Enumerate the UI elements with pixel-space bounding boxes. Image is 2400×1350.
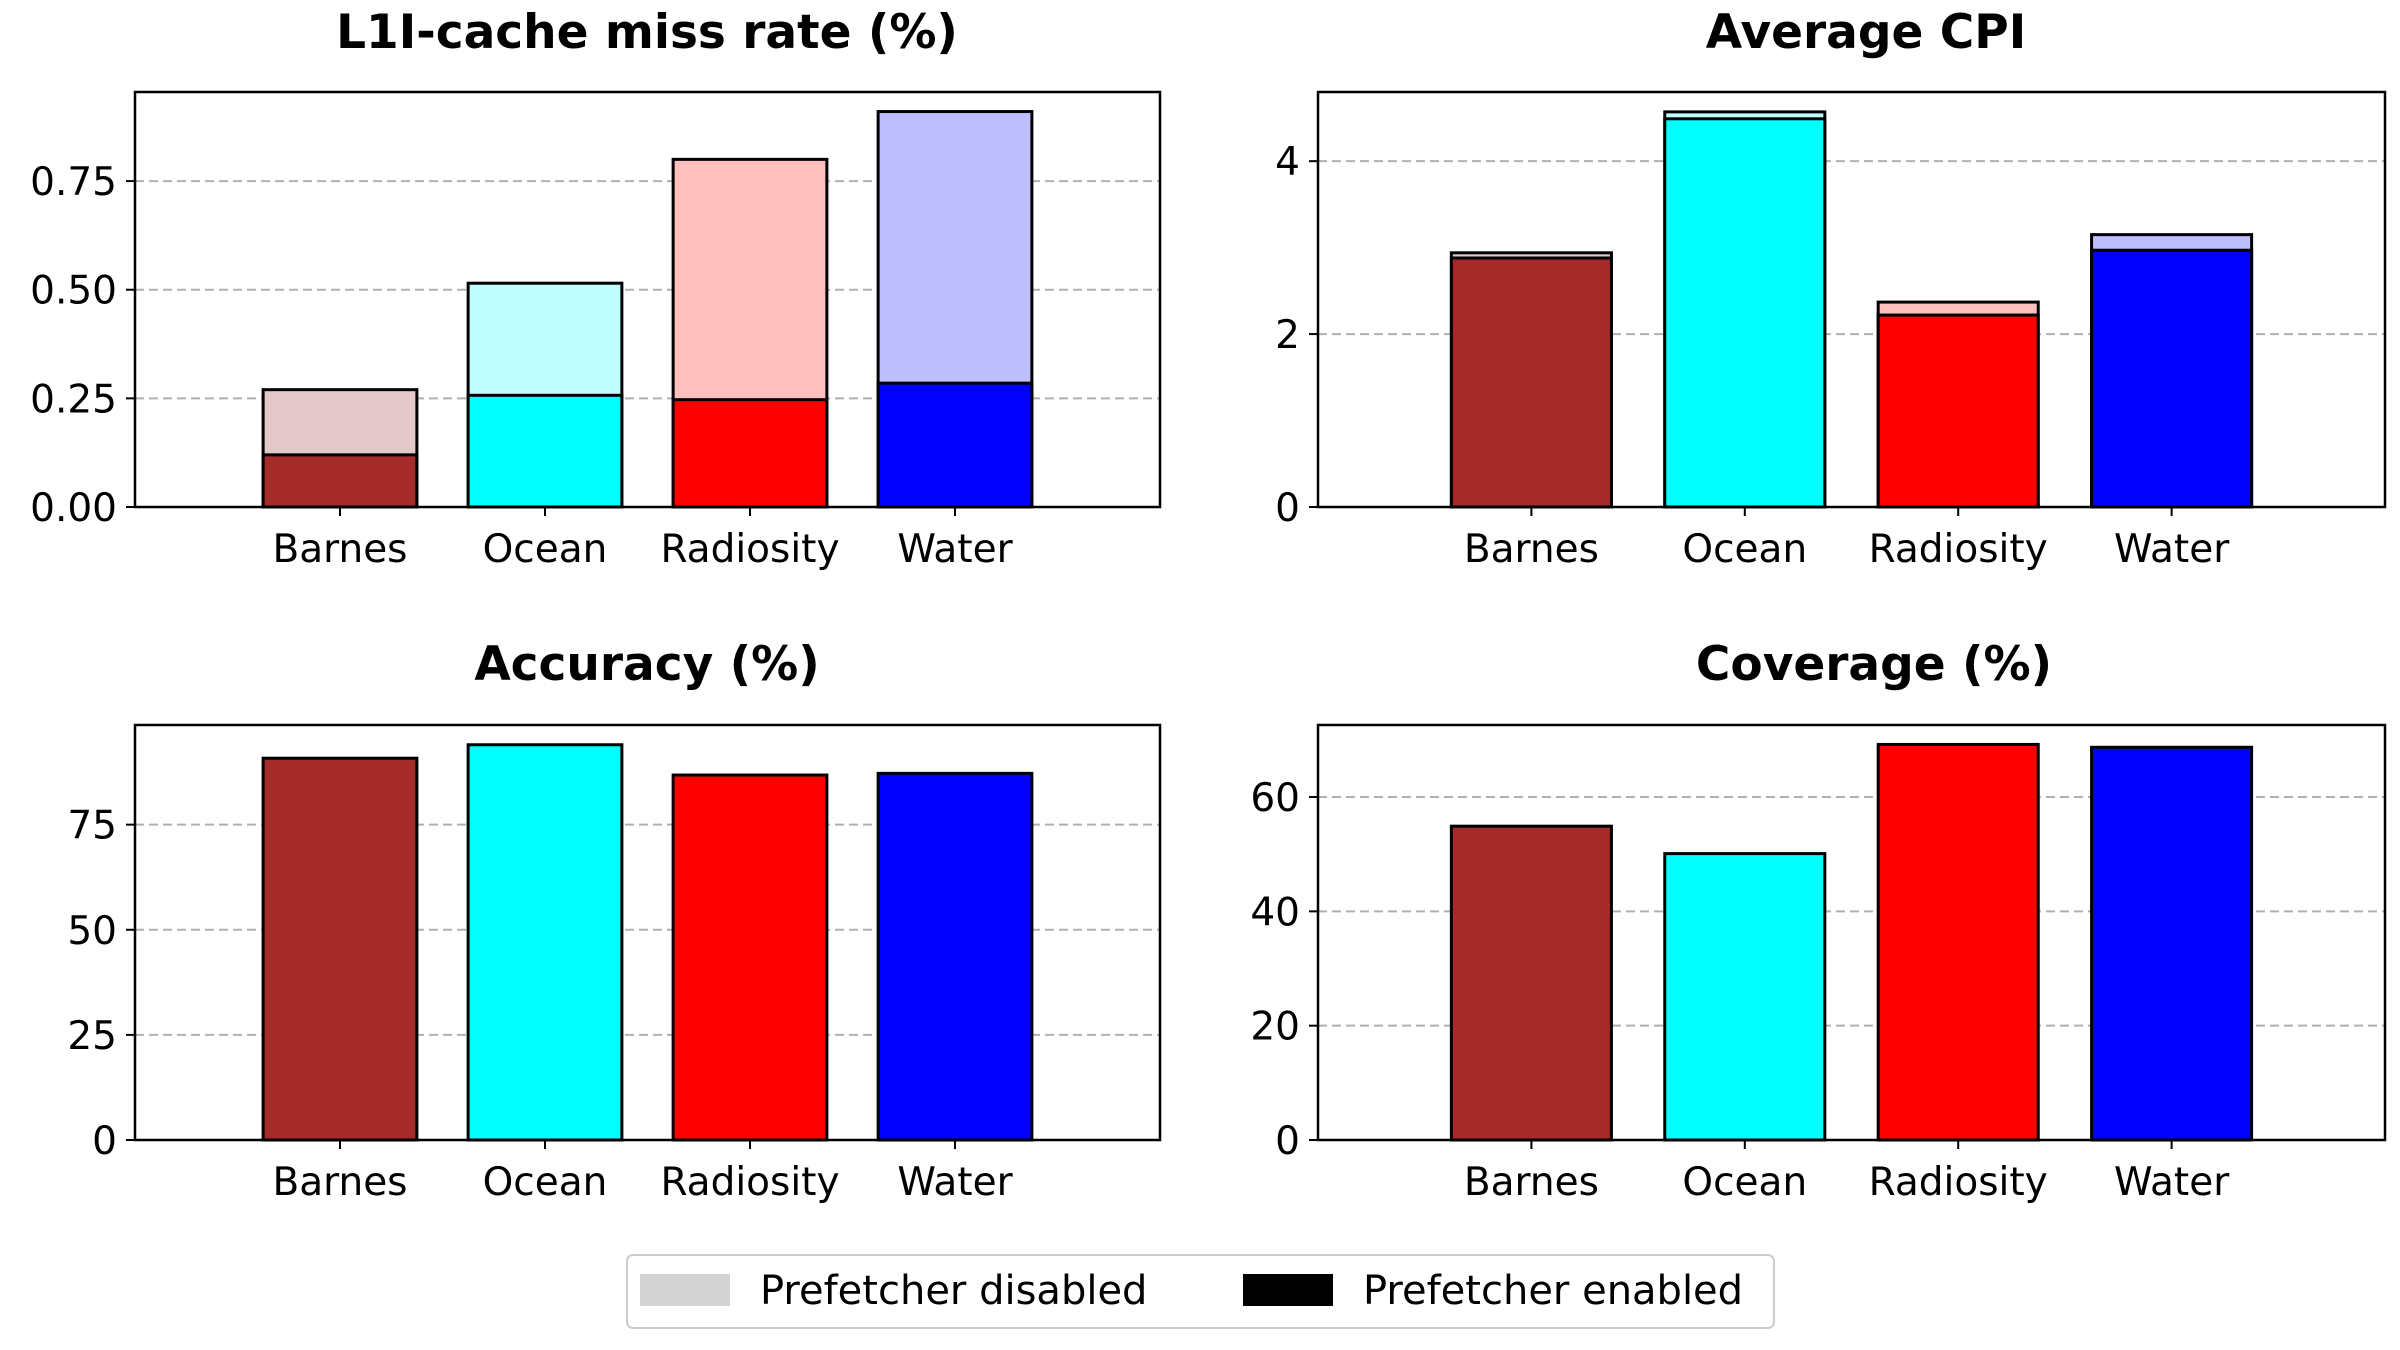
x-tick-label: Water xyxy=(897,527,1013,572)
x-tick-label: Ocean xyxy=(1682,527,1807,572)
y-tick-label: 25 xyxy=(67,1014,117,1059)
bar-enabled-radiosity xyxy=(1876,742,2040,1142)
plot-area: Barnes Ocean Radiosity Water 0 25 50 75 xyxy=(67,723,1162,1205)
y-tick-label: 0.50 xyxy=(30,269,117,314)
x-tick-label: Ocean xyxy=(483,527,608,572)
panel-title: Coverage (%) xyxy=(1696,637,2052,692)
bar-enabled-barnes xyxy=(261,756,419,1142)
y-tick-label: 0 xyxy=(1275,486,1300,531)
y-tick-label: 50 xyxy=(67,909,117,954)
legend-swatch-enabled xyxy=(1243,1274,1333,1306)
y-tick-label: 75 xyxy=(67,804,117,849)
y-tick-label: 0 xyxy=(92,1119,117,1164)
x-tick-label: Water xyxy=(2114,527,2230,572)
axes-frame xyxy=(1316,723,2387,1142)
y-tick-label: 60 xyxy=(1250,776,1300,821)
y-tick-label: 0.00 xyxy=(30,486,117,531)
axes-frame xyxy=(133,723,1162,1142)
bar-enabled-radiosity xyxy=(1876,313,2040,509)
x-tick-label: Barnes xyxy=(272,527,407,572)
bar-enabled-ocean xyxy=(1663,852,1827,1142)
panel-average-cpi: Average CPI Barnes Ocean Radiosity Water 0 2 4 xyxy=(1275,5,2387,572)
y-tick-label: 40 xyxy=(1250,890,1300,935)
legend-swatch-disabled xyxy=(640,1274,730,1306)
panel-l1i-miss-rate: L1I-cache miss rate (%) Barnes Ocean Radio… xyxy=(30,5,1162,572)
y-tick-label: 0.25 xyxy=(30,377,117,422)
y-tick-label: 0.75 xyxy=(30,160,117,205)
y-tick-label: 0 xyxy=(1275,1119,1300,1164)
axes-frame xyxy=(1316,90,2387,509)
panel-title: Accuracy (%) xyxy=(474,637,819,692)
legend: Prefetcher disabled Prefetcher enabled xyxy=(626,1254,1775,1329)
x-tick-label: Ocean xyxy=(483,1160,608,1205)
x-tick-label: Water xyxy=(897,1160,1013,1205)
bar-enabled-water xyxy=(876,381,1034,509)
x-tick-label: Water xyxy=(2114,1160,2230,1205)
bar-enabled-ocean xyxy=(466,743,624,1142)
y-tick-label: 4 xyxy=(1275,140,1300,185)
x-tick-label: Radiosity xyxy=(1869,527,2048,572)
x-tick-label: Radiosity xyxy=(660,1160,839,1205)
panel-title: Average CPI xyxy=(1706,5,2026,60)
bar-enabled-barnes xyxy=(1449,256,1613,509)
axes-frame xyxy=(133,90,1162,509)
legend-frame xyxy=(626,1254,1775,1329)
panel-accuracy: Accuracy (%) Barnes Ocean Radiosity Water 0 2… xyxy=(67,637,1162,1205)
x-tick-label: Radiosity xyxy=(1869,1160,2048,1205)
bar-enabled-ocean xyxy=(1663,117,1827,509)
legend-label-disabled: Prefetcher disabled xyxy=(760,1268,1147,1314)
x-tick-label: Barnes xyxy=(272,1160,407,1205)
bar-enabled-barnes xyxy=(261,453,419,509)
plot-area: Barnes Ocean Radiosity Water 0 2 4 xyxy=(1275,90,2387,572)
legend-label-enabled: Prefetcher enabled xyxy=(1363,1268,1743,1314)
x-tick-label: Ocean xyxy=(1682,1160,1807,1205)
plot-area: Barnes Ocean Radiosity Water 0 20 40 60 xyxy=(1250,723,2387,1205)
y-tick-label: 20 xyxy=(1250,1005,1300,1050)
bar-enabled-barnes xyxy=(1449,824,1613,1142)
bar-enabled-water xyxy=(2090,745,2254,1142)
panel-coverage: Coverage (%) Barnes Ocean Radiosity Water 0 2… xyxy=(1250,637,2387,1205)
bar-enabled-radiosity xyxy=(671,773,829,1142)
bar-enabled-ocean xyxy=(466,393,624,509)
bar-enabled-water xyxy=(876,771,1034,1142)
plot-area: Barnes Ocean Radiosity Water 0.00 0.25 0.50 0.7… xyxy=(30,90,1162,572)
x-tick-label: Barnes xyxy=(1464,527,1599,572)
x-tick-label: Radiosity xyxy=(660,527,839,572)
x-tick-label: Barnes xyxy=(1464,1160,1599,1205)
bar-enabled-water xyxy=(2090,248,2254,509)
y-tick-label: 2 xyxy=(1275,313,1300,358)
panel-title: L1I-cache miss rate (%) xyxy=(336,5,958,60)
bar-enabled-radiosity xyxy=(671,398,829,509)
